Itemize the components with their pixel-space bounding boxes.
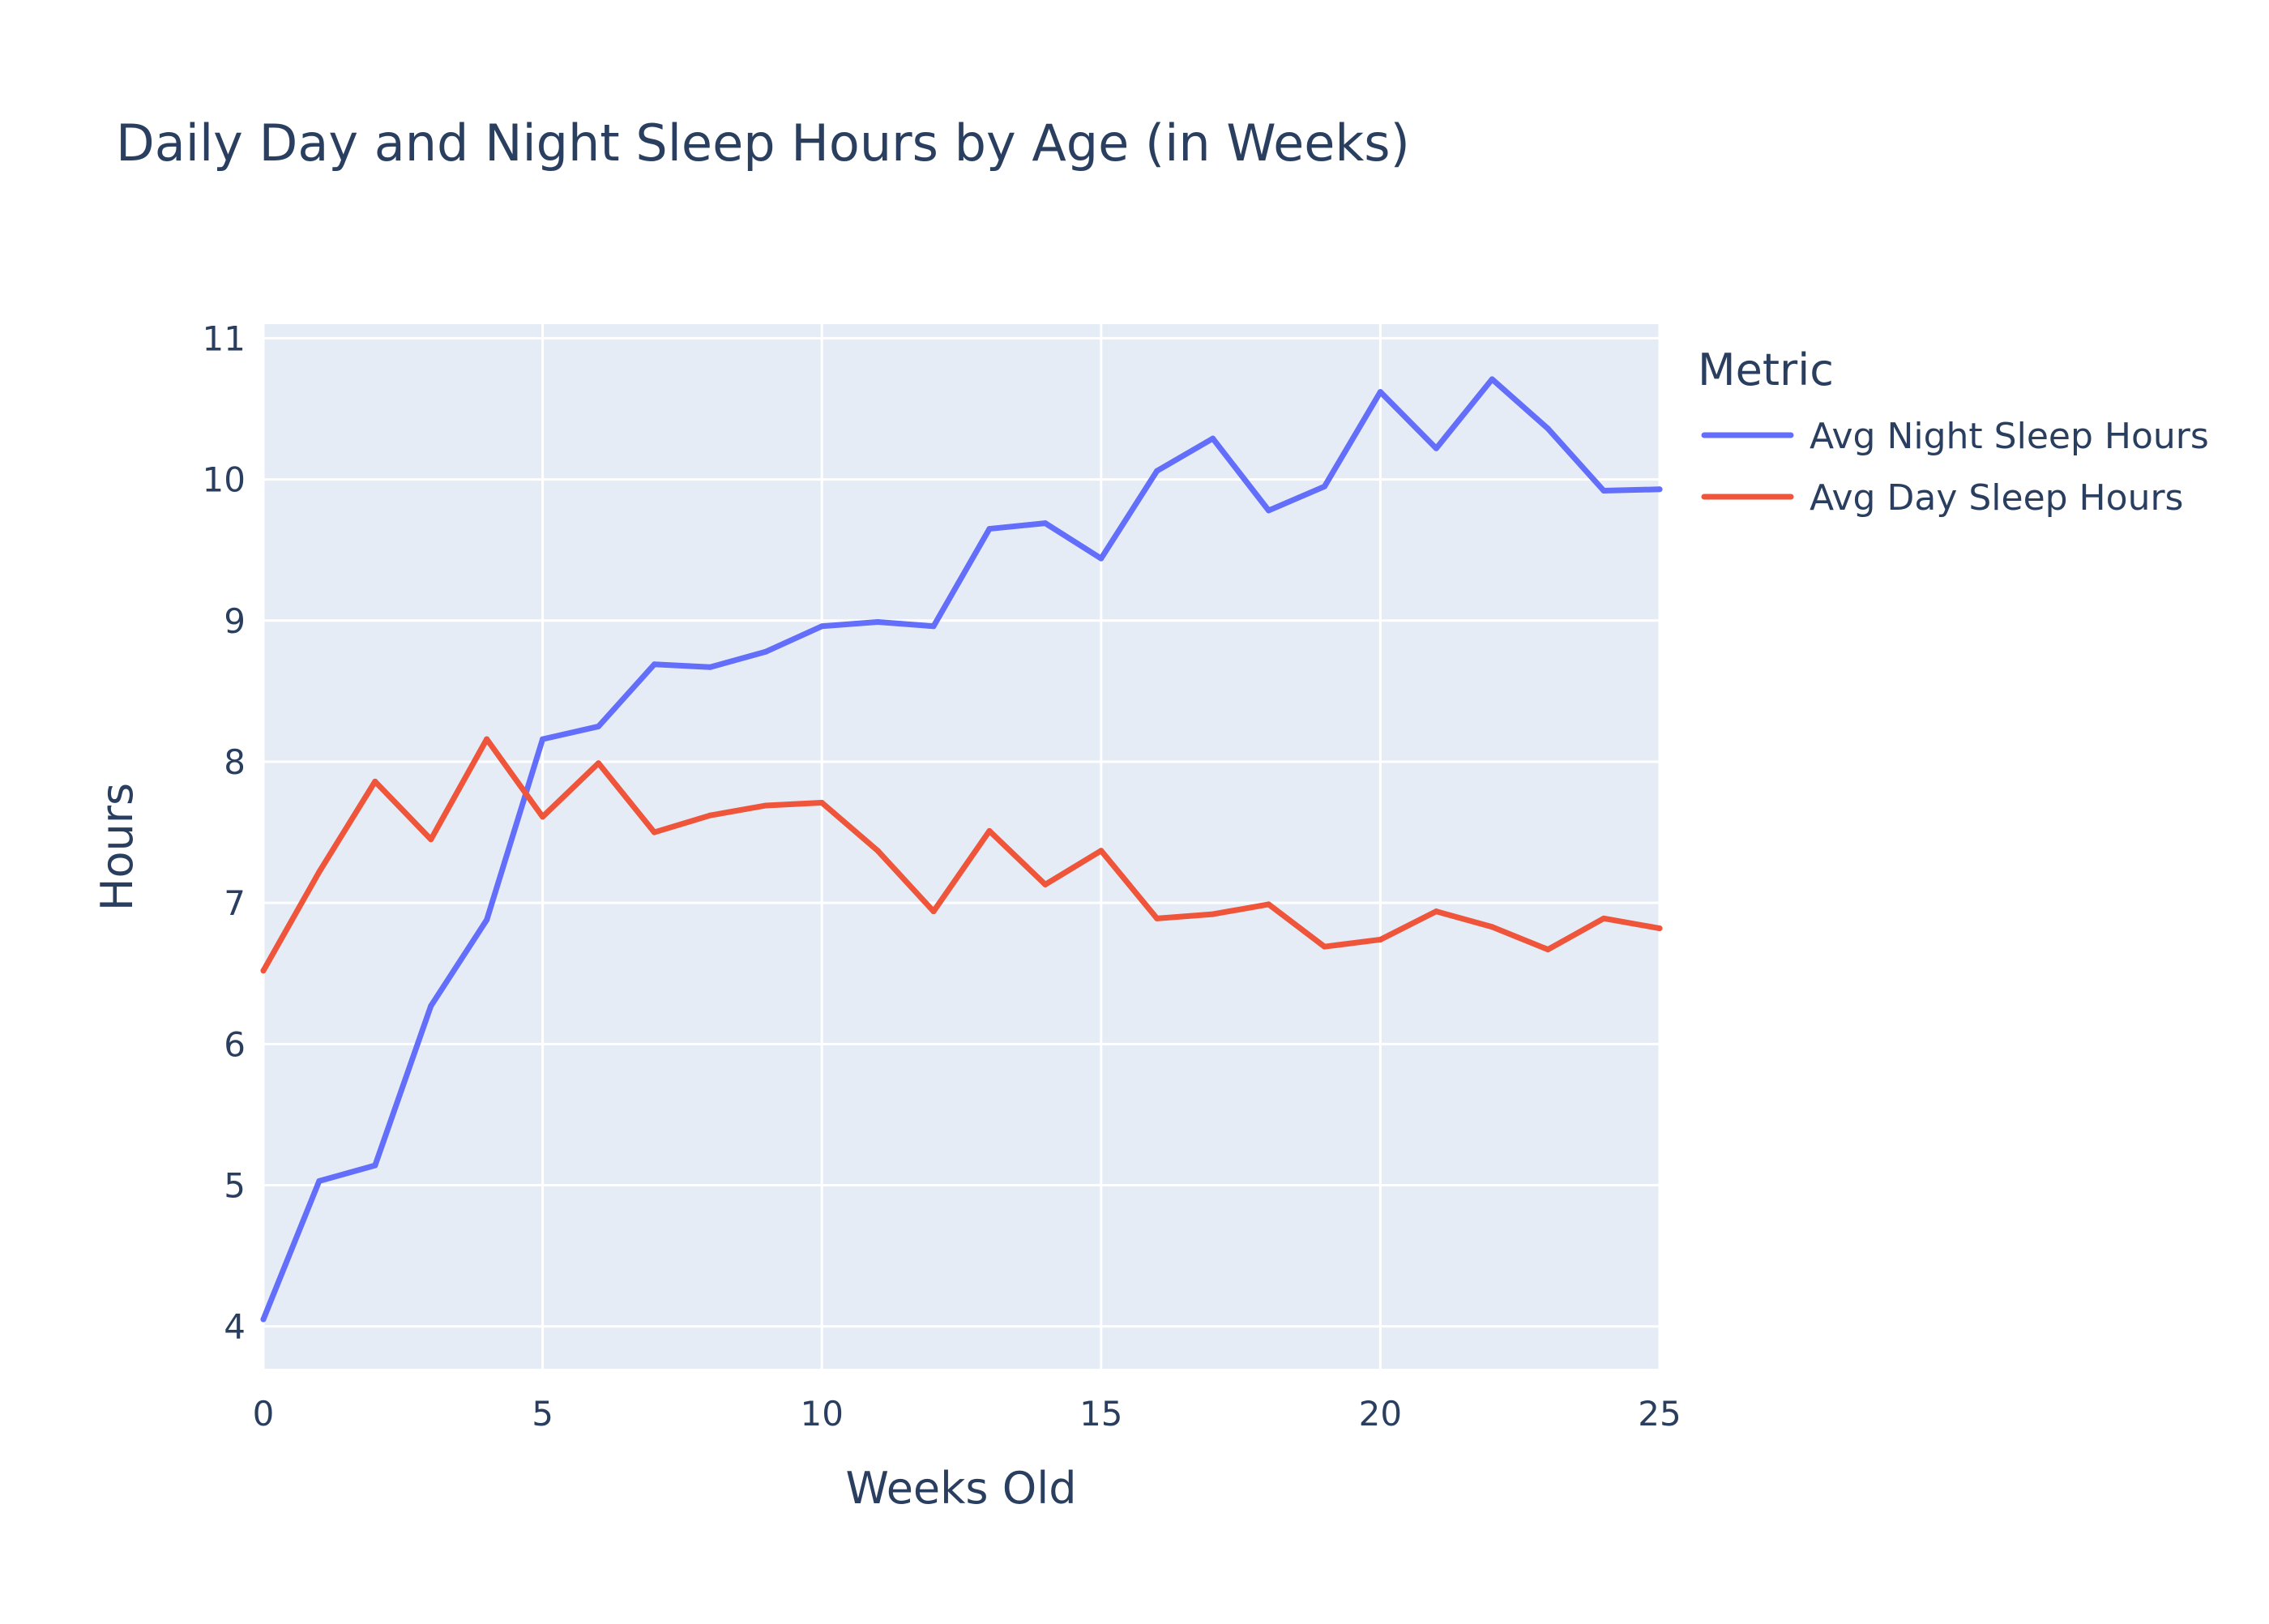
data-point-1-0 — [260, 968, 267, 974]
y-tick-label-6: 10 — [203, 460, 246, 500]
x-axis-title: Weeks Old — [845, 1463, 1076, 1514]
data-point-1-12 — [930, 908, 937, 915]
data-point-0-19 — [1321, 483, 1327, 489]
y-tick-label-5: 9 — [224, 601, 246, 641]
y-tick-label-7: 11 — [203, 318, 246, 358]
data-point-1-15 — [1098, 848, 1105, 854]
data-point-1-25 — [1656, 925, 1663, 932]
data-point-0-4 — [484, 917, 490, 923]
data-point-0-21 — [1433, 445, 1439, 451]
legend: Metric Avg Night Sleep Hours Avg Day Slee… — [1698, 344, 2209, 519]
data-point-0-18 — [1266, 507, 1272, 514]
data-point-1-1 — [316, 869, 323, 875]
x-tick-label-0: 0 — [253, 1394, 275, 1434]
data-point-1-8 — [707, 812, 713, 818]
data-point-0-23 — [1545, 425, 1551, 432]
data-point-1-2 — [372, 778, 378, 784]
y-tick-label-0: 4 — [224, 1307, 246, 1347]
data-point-0-5 — [540, 736, 546, 742]
data-point-1-19 — [1321, 943, 1327, 950]
data-point-0-16 — [1154, 468, 1160, 474]
data-point-0-10 — [818, 623, 825, 630]
data-point-1-3 — [428, 836, 434, 843]
data-point-1-10 — [818, 800, 825, 806]
x-tick-label-5: 25 — [1638, 1394, 1681, 1434]
data-point-0-13 — [986, 526, 993, 532]
y-tick-label-1: 5 — [224, 1166, 246, 1206]
series-line-0 — [260, 376, 1663, 1323]
y-axis-ticks: 4 5 6 7 8 9 10 11 — [203, 318, 246, 1346]
data-point-1-11 — [874, 848, 881, 854]
legend-items: Avg Night Sleep Hours Avg Day Sleep Hours — [1701, 416, 2209, 519]
data-point-0-0 — [260, 1316, 267, 1323]
data-point-1-13 — [986, 827, 993, 834]
x-tick-label-2: 10 — [800, 1394, 843, 1434]
grid-lines — [262, 324, 1661, 1369]
legend-label-0: Avg Night Sleep Hours — [1810, 416, 2209, 457]
x-tick-label-4: 20 — [1359, 1394, 1402, 1434]
data-point-0-7 — [651, 661, 657, 668]
data-point-0-12 — [930, 623, 937, 630]
data-point-0-14 — [1042, 520, 1049, 527]
data-point-0-17 — [1210, 435, 1216, 442]
data-point-1-6 — [596, 760, 602, 767]
data-point-1-20 — [1377, 936, 1383, 942]
data-point-1-16 — [1154, 915, 1160, 921]
data-point-0-8 — [707, 664, 713, 670]
series-line-1 — [260, 736, 1663, 974]
data-point-0-9 — [763, 648, 769, 655]
data-point-0-20 — [1377, 389, 1383, 395]
data-point-0-22 — [1489, 376, 1495, 382]
data-point-0-11 — [874, 619, 881, 626]
data-point-1-7 — [651, 829, 657, 836]
data-point-1-14 — [1042, 882, 1049, 888]
y-tick-label-3: 7 — [224, 883, 246, 923]
data-point-0-25 — [1656, 486, 1663, 493]
data-point-0-15 — [1098, 555, 1105, 562]
y-axis-title: Hours — [92, 783, 143, 911]
data-point-0-24 — [1600, 488, 1607, 494]
legend-label-1: Avg Day Sleep Hours — [1810, 477, 2183, 519]
y-tick-label-4: 8 — [224, 742, 246, 782]
data-point-1-17 — [1210, 911, 1216, 917]
data-point-1-22 — [1489, 924, 1495, 930]
data-point-0-6 — [596, 723, 602, 729]
x-tick-label-3: 15 — [1079, 1394, 1122, 1434]
data-point-1-4 — [484, 736, 490, 742]
x-axis-ticks: 0 5 10 15 20 25 — [253, 1394, 1681, 1434]
data-point-1-24 — [1600, 915, 1607, 921]
data-point-0-1 — [316, 1177, 323, 1184]
series-lines — [260, 376, 1663, 1323]
data-point-0-3 — [428, 1002, 434, 1009]
x-tick-label-1: 5 — [532, 1394, 553, 1434]
data-point-1-5 — [540, 814, 546, 820]
data-point-1-9 — [763, 802, 769, 809]
data-point-1-21 — [1433, 908, 1439, 915]
data-point-0-2 — [372, 1162, 378, 1169]
legend-title: Metric — [1698, 344, 1834, 395]
plot-area — [263, 324, 1660, 1369]
y-tick-label-2: 6 — [224, 1024, 246, 1064]
data-point-1-23 — [1545, 947, 1551, 953]
data-point-1-18 — [1266, 901, 1272, 908]
chart-title: Daily Day and Night Sleep Hours by Age (… — [116, 113, 1410, 173]
